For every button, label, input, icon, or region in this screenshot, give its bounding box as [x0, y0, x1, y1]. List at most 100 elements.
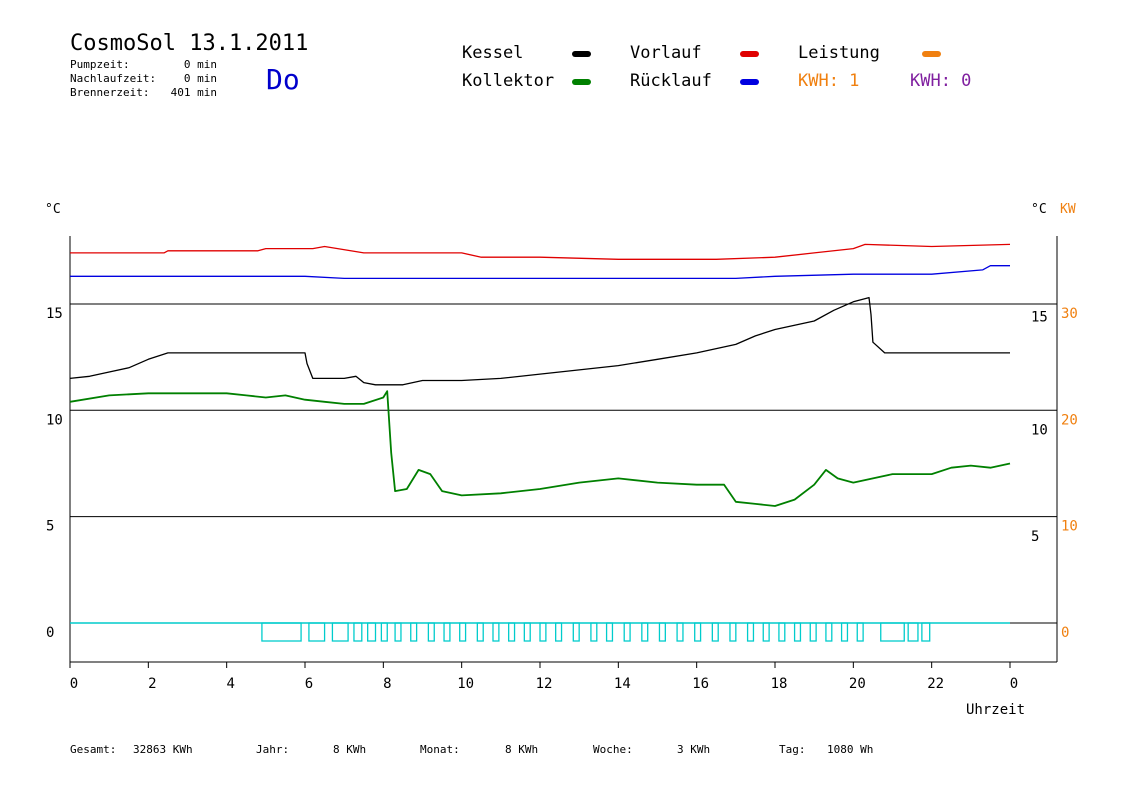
pump-block — [261, 622, 302, 642]
pump-block — [443, 622, 451, 642]
kw-tick-label: 10 — [1061, 519, 1078, 535]
x-tick-label: 8 — [383, 676, 391, 692]
pump-block — [746, 622, 755, 642]
legend-ruecklauf-label: Rücklauf — [630, 71, 712, 91]
legend-kollektor-label: Kollektor — [462, 71, 554, 91]
summary-tag-value: 1080 Wh — [827, 743, 873, 756]
weekday-label: Do — [266, 63, 300, 96]
x-tick-label: 10 — [457, 676, 474, 692]
kwh-other: KWH: 0 — [910, 71, 971, 91]
legend-ruecklauf-swatch — [740, 79, 759, 85]
info-pump-value: 0 min — [184, 58, 217, 71]
y-left-tick-label: 5 — [46, 519, 54, 535]
series-kollektor-line — [69, 390, 1011, 507]
pump-block — [880, 622, 905, 642]
pump-block — [590, 622, 598, 642]
legend-kollektor-swatch — [572, 79, 591, 85]
axes-layer — [69, 236, 1058, 663]
x-tick-label: 12 — [536, 676, 553, 692]
y-left-unit: °C — [45, 202, 61, 217]
summary-woche-value: 3 KWh — [677, 743, 710, 756]
y-left-tick-label: 10 — [46, 412, 63, 428]
info-pump-label: Pumpzeit: — [70, 58, 130, 71]
legend-leistung-swatch — [922, 51, 941, 57]
pump-block — [555, 622, 563, 642]
series-ruecklauf-line — [70, 265, 1010, 280]
x-tick-label: 4 — [226, 676, 234, 692]
x-tick-label: 22 — [927, 676, 944, 692]
summary-jahr-label: Jahr: — [256, 743, 289, 756]
pump-block — [353, 622, 363, 642]
info-nachlauf-value: 0 min — [184, 72, 217, 85]
info-brenner-value: 401 min — [171, 86, 217, 99]
pump-block — [840, 622, 849, 642]
pump-block — [492, 622, 500, 642]
pump-block — [921, 622, 931, 642]
series-layer — [69, 243, 1011, 642]
pump-block — [778, 622, 786, 642]
pump-block — [459, 622, 467, 642]
pump-block — [380, 622, 388, 642]
grid-layer — [70, 303, 1057, 624]
series-vorlauf-line — [70, 243, 1011, 260]
pump-block — [809, 622, 817, 642]
y-left-tick-label: 0 — [46, 625, 54, 641]
pump-block — [308, 622, 326, 642]
pump-block — [605, 622, 614, 642]
pump-block — [476, 622, 484, 642]
pump-block — [676, 622, 684, 642]
pump-block — [410, 622, 418, 642]
x-tick-label: 18 — [771, 676, 788, 692]
pump-block — [394, 622, 402, 642]
summary-gesamt-label: Gesamt: — [70, 743, 116, 756]
summary-monat-label: Monat: — [420, 743, 460, 756]
pump-block — [825, 622, 833, 642]
pump-block — [623, 622, 631, 642]
pump-block — [907, 622, 919, 642]
y-right-tick-label: 10 — [1031, 422, 1048, 438]
y-right-tick-label: 15 — [1031, 310, 1048, 326]
y-left-tick-label: 15 — [46, 306, 63, 322]
summary-jahr-value: 8 KWh — [333, 743, 366, 756]
info-nachlauf-label: Nachlaufzeit: — [70, 72, 156, 85]
kwh-solar: KWH: 1 — [798, 71, 859, 91]
pump-block — [331, 622, 349, 642]
x-tick-label: 2 — [148, 676, 156, 692]
y-right-unit: °C — [1031, 202, 1047, 217]
info-brenner-label: Brennerzeit: — [70, 86, 149, 99]
pump-block — [694, 622, 702, 642]
pump-block — [367, 622, 377, 642]
x-tick-label: 20 — [849, 676, 866, 692]
legend-vorlauf-label: Vorlauf — [630, 43, 702, 63]
summary-woche-label: Woche: — [593, 743, 633, 756]
summary-monat-value: 8 KWh — [505, 743, 538, 756]
summary-tag-label: Tag: — [779, 743, 806, 756]
pump-block — [711, 622, 719, 642]
chart-title: CosmoSol 13.1.2011 — [70, 31, 308, 56]
kw-tick-label: 0 — [1061, 625, 1069, 641]
x-tick-label: 6 — [305, 676, 313, 692]
x-tick-label: 16 — [692, 676, 709, 692]
pump-block — [572, 622, 580, 642]
legend-kessel-swatch — [572, 51, 591, 57]
series-kessel-line — [69, 296, 1010, 386]
x-tick-label: 0 — [1010, 676, 1018, 692]
pump-block — [658, 622, 666, 642]
pump-block — [508, 622, 516, 642]
pump-block — [856, 622, 864, 642]
legend-vorlauf-swatch — [740, 51, 759, 57]
x-axis-label: Uhrzeit — [966, 702, 1025, 718]
y-right-kw-unit: KW — [1060, 202, 1076, 217]
x-tick-label: 14 — [614, 676, 631, 692]
pump-block — [729, 622, 737, 642]
summary-gesamt-value: 32863 KWh — [133, 743, 193, 756]
kw-tick-label: 20 — [1061, 412, 1078, 428]
legend-kessel-label: Kessel — [462, 43, 523, 63]
pump-block — [793, 622, 802, 642]
legend-leistung-label: Leistung — [798, 43, 880, 63]
pump-block — [539, 622, 547, 642]
pump-block — [641, 622, 649, 642]
kw-tick-label: 30 — [1061, 306, 1078, 322]
y-right-tick-label: 5 — [1031, 529, 1039, 545]
